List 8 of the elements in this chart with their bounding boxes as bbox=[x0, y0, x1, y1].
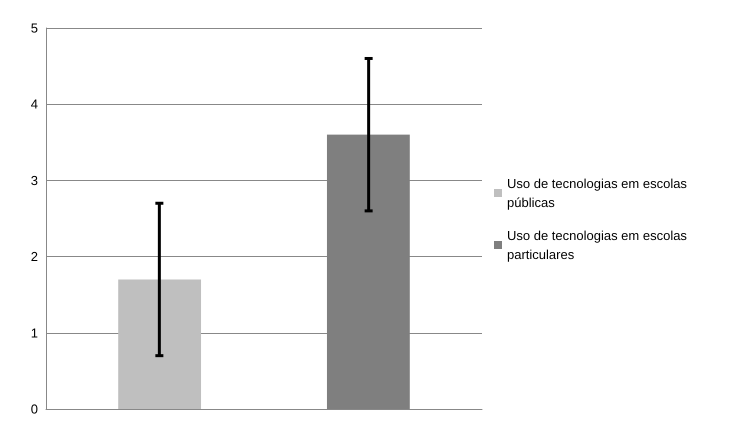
legend-label: Uso de tecnologias em escolas particulares bbox=[507, 228, 691, 262]
y-tick-label: 5 bbox=[30, 20, 38, 36]
y-tick-label: 4 bbox=[30, 96, 38, 112]
y-tick-label: 1 bbox=[30, 325, 38, 340]
legend-label: Uso de tecnologias em escolas públicas bbox=[507, 176, 691, 210]
y-tick-label: 2 bbox=[30, 249, 38, 264]
y-tick-label: 3 bbox=[30, 172, 38, 188]
y-tick-label: 0 bbox=[30, 402, 38, 416]
